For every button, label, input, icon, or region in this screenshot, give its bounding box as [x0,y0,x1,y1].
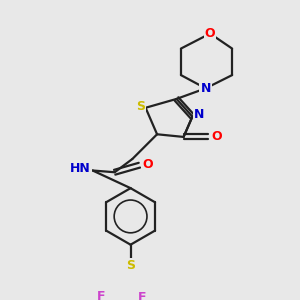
Text: S: S [126,260,135,272]
Text: F: F [138,291,146,300]
Text: F: F [97,290,106,300]
Text: N: N [194,108,205,121]
Text: S: S [136,100,145,112]
Text: HN: HN [70,162,91,175]
Text: N: N [200,82,211,95]
Text: O: O [205,27,215,40]
Text: O: O [211,130,222,143]
Text: O: O [142,158,153,171]
